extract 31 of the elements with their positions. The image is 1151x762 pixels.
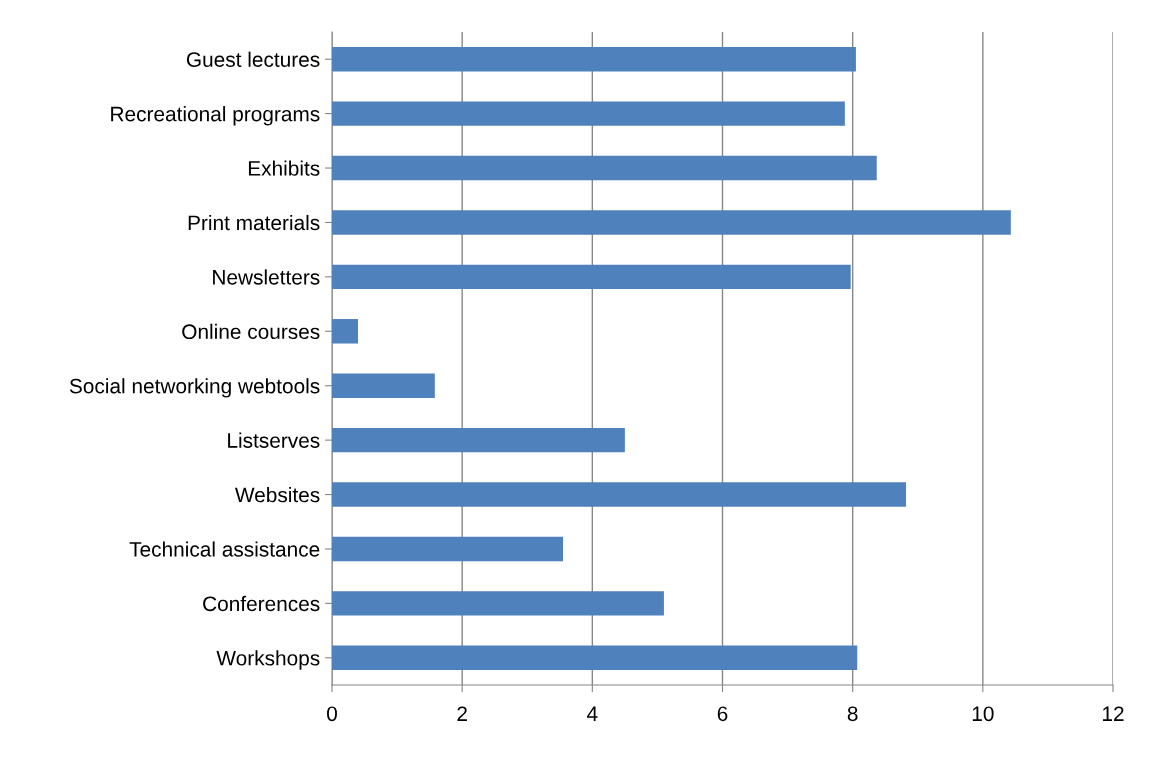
x-tick-label: 6 (717, 706, 728, 722)
bar (332, 46, 856, 72)
y-tick-label: Online courses (182, 323, 320, 340)
x-tick-label: 10 (972, 706, 994, 722)
x-tick-label: 8 (847, 706, 858, 722)
bar (332, 482, 907, 507)
y-tick-label: Exhibits (248, 160, 320, 176)
bar (332, 319, 359, 344)
x-tick-label: 12 (1103, 706, 1124, 721)
y-tick-label: Recreational programs (111, 106, 320, 126)
y-tick-label: Conferences (203, 595, 320, 612)
y-tick-label: Social networking webtools (69, 378, 320, 398)
bar (332, 101, 845, 126)
bar (332, 210, 1011, 235)
bar (332, 645, 858, 671)
y-tick-label: Websites (234, 486, 320, 503)
y-tick-label: Newsletters (213, 269, 320, 285)
x-tick-label: 0 (327, 706, 337, 722)
bar (332, 427, 625, 453)
bar (332, 536, 564, 562)
bar (332, 155, 877, 181)
x-tick-label: 2 (457, 706, 467, 721)
bar (332, 264, 851, 290)
bar (332, 373, 435, 398)
x-tick-label: 4 (587, 706, 598, 721)
y-tick-label: Listserves (228, 432, 320, 448)
y-tick-label: Workshops (216, 650, 320, 670)
y-tick-label: Guest lectures (186, 51, 320, 67)
bar (332, 591, 664, 616)
y-tick-label: Print materials (188, 214, 320, 231)
y-tick-label: Technical assistance (129, 541, 320, 557)
